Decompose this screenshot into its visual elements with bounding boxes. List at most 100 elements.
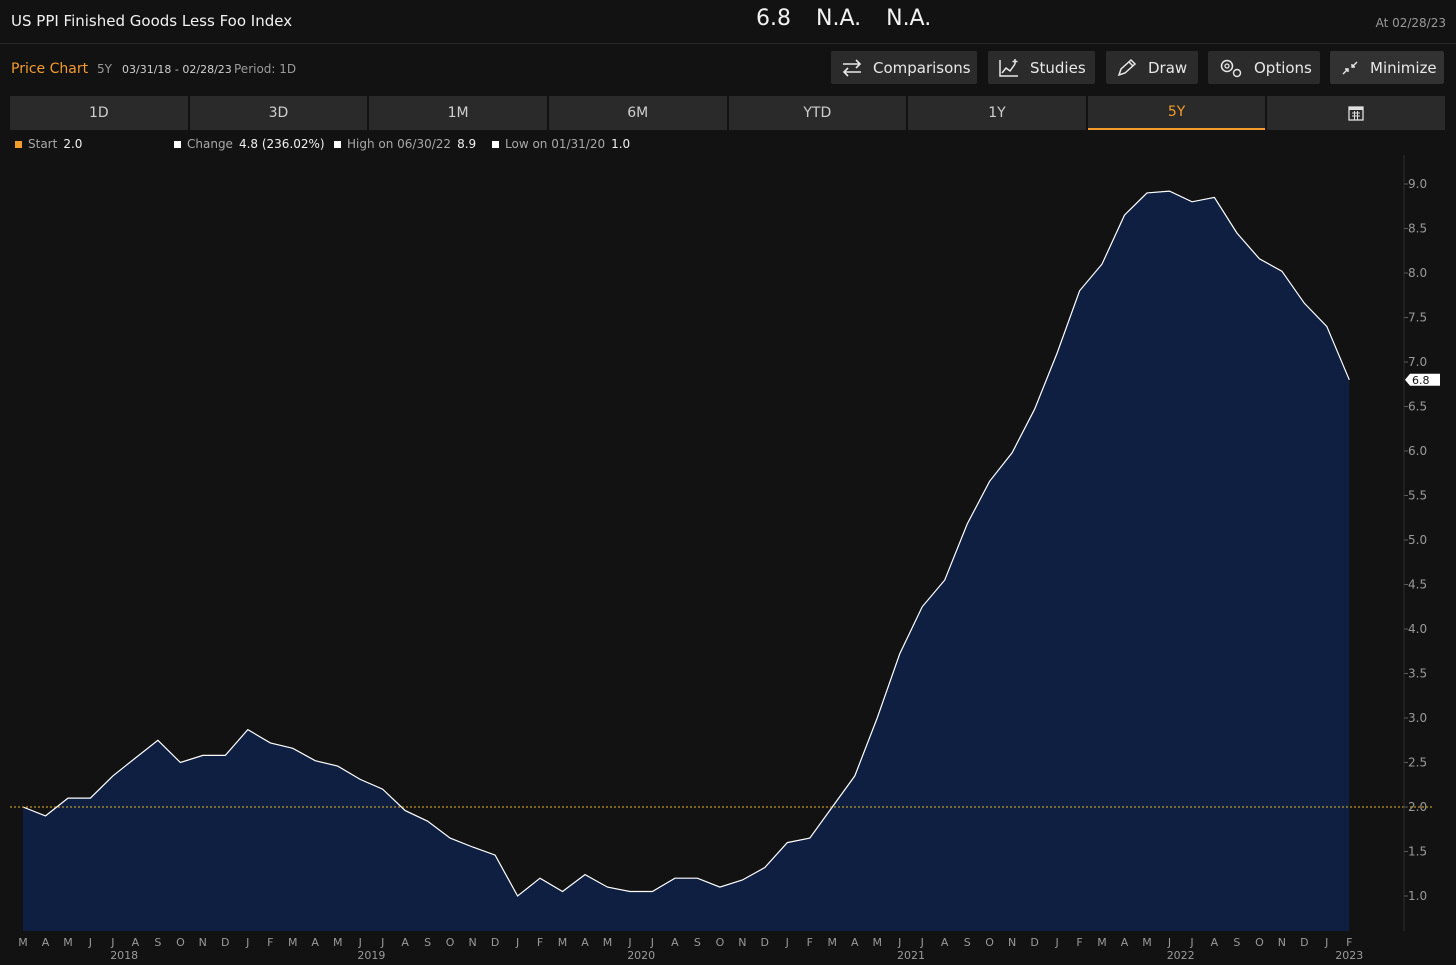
tab-label: 5Y <box>1167 104 1186 120</box>
y-tick-label: 6.0 <box>1408 444 1427 458</box>
tab-6m[interactable]: 6M <box>548 96 727 130</box>
x-month-label: N <box>1008 936 1016 949</box>
y-axis: 1.0 1.5 2.0 2.5 3.0 3.5 4.0 4.5 5.0 5.5 6.0 6.5 7.0 7… <box>1403 155 1440 931</box>
x-month-label: A <box>671 936 679 949</box>
tab-label: 1Y <box>988 105 1006 121</box>
stat-start: Start 2.0 <box>15 137 82 151</box>
x-month-label: J <box>1167 936 1171 949</box>
calendar-button[interactable] <box>1267 96 1445 130</box>
as-of-date: At 02/28/23 <box>1375 16 1446 30</box>
y-tick-label: 8.0 <box>1408 266 1427 280</box>
x-month-label: N <box>199 936 207 949</box>
x-year-label: 2019 <box>357 949 385 962</box>
y-tick-label: 1.0 <box>1408 889 1427 903</box>
price-chart-label: Price Chart <box>11 61 89 77</box>
change-value: 4.8 (236.02%) <box>238 137 325 151</box>
x-month-label: J <box>1189 936 1193 949</box>
start-value: 2.0 <box>63 137 83 151</box>
minimize-label: Minimize <box>1370 58 1437 77</box>
x-year-label: 2021 <box>897 949 925 962</box>
x-month-label: N <box>738 936 746 949</box>
x-month-label: M <box>1142 936 1152 949</box>
x-year-label: 2018 <box>110 949 138 962</box>
tab-3d[interactable]: 3D <box>189 96 368 130</box>
x-month-label: D <box>1300 936 1308 949</box>
stat-high: High on 06/30/22 8.9 <box>334 137 476 151</box>
security-title: US PPI Finished Goods Less Foo Index <box>11 12 293 30</box>
area-fill <box>23 191 1350 932</box>
high-swatch <box>334 140 341 148</box>
low-label: Low on 01/31/20 <box>505 137 606 151</box>
x-month-label: A <box>401 936 409 949</box>
studies-button[interactable]: Studies <box>988 51 1095 84</box>
x-month-label: F <box>537 936 543 949</box>
x-month-label: S <box>424 936 431 949</box>
y-tick-label: 5.5 <box>1408 489 1427 503</box>
x-month-label: D <box>1030 936 1038 949</box>
x-month-label: A <box>311 936 319 949</box>
period-label: Period: 1D <box>234 62 297 76</box>
high-label: High on 06/30/22 <box>347 137 452 151</box>
x-month-label: O <box>985 936 994 949</box>
x-month-label: F <box>267 936 273 949</box>
x-month-label: D <box>221 936 229 949</box>
tab-ytd[interactable]: YTD <box>728 96 907 130</box>
y-tick-label: 4.5 <box>1408 578 1427 592</box>
x-month-label: O <box>716 936 725 949</box>
x-month-label: M <box>828 936 838 949</box>
x-month-label: A <box>42 936 50 949</box>
draw-button[interactable]: Draw <box>1106 51 1198 84</box>
tab-1m[interactable]: 1M <box>369 96 547 130</box>
series-line <box>22 190 1350 897</box>
last-price: 6.8 <box>756 6 791 31</box>
x-month-label: S <box>964 936 971 949</box>
y-tick-label: 8.5 <box>1408 222 1427 236</box>
minimize-button[interactable]: Minimize <box>1330 51 1444 84</box>
stat-change: Change 4.8 (236.02%) <box>174 137 325 151</box>
tab-1y[interactable]: 1Y <box>908 96 1086 130</box>
x-month-label: J <box>920 936 924 949</box>
chart-toolbar: Price Chart 5Y 03/31/18 - 02/28/23 Perio… <box>0 48 1456 88</box>
y-tick-label: 2.0 <box>1408 800 1427 814</box>
x-month-label: M <box>18 936 28 949</box>
tab-1d[interactable]: 1D <box>10 96 188 130</box>
x-month-label: J <box>650 936 654 949</box>
x-month-label: O <box>176 936 185 949</box>
x-month-label: S <box>154 936 161 949</box>
draw-label: Draw <box>1148 58 1188 77</box>
last-value-label: 6.8 <box>1412 374 1430 387</box>
x-month-label: D <box>761 936 769 949</box>
y-tick-label: 5.0 <box>1408 533 1427 547</box>
x-month-label: F <box>1076 936 1082 949</box>
x-month-label: O <box>446 936 455 949</box>
studies-label: Studies <box>1030 58 1086 77</box>
low-value: 1.0 <box>611 137 631 151</box>
x-month-label: J <box>380 936 384 949</box>
x-month-label: D <box>491 936 499 949</box>
x-month-label: J <box>1054 936 1058 949</box>
tab-label: 1M <box>447 105 469 121</box>
stat-low: Low on 01/31/20 1.0 <box>492 137 630 151</box>
date-range: 03/31/18 - 02/28/23 <box>122 63 232 76</box>
x-month-label: J <box>245 936 249 949</box>
high-value: 8.9 <box>457 137 477 151</box>
plot-area <box>10 190 1434 932</box>
x-month-label: J <box>88 936 92 949</box>
x-month-label: A <box>851 936 859 949</box>
x-month-label: A <box>581 936 589 949</box>
x-month-label: F <box>807 936 813 949</box>
y-tick-label: 3.5 <box>1408 667 1427 681</box>
price-chart[interactable]: 1.0 1.5 2.0 2.5 3.0 3.5 4.0 4.5 5.0 5.5 6.0 6.5 7.0 7… <box>0 155 1456 965</box>
tab-5y[interactable]: 5Y <box>1087 96 1266 130</box>
y-tick-label: 6.5 <box>1408 400 1427 414</box>
options-button[interactable]: Options <box>1208 51 1320 84</box>
comparisons-button[interactable]: Comparisons <box>831 51 977 84</box>
x-year-label: 2020 <box>627 949 655 962</box>
change-label: Change <box>187 137 233 151</box>
y-tick-label: 4.0 <box>1408 622 1427 636</box>
x-month-label: M <box>288 936 298 949</box>
tab-label: 6M <box>627 105 649 121</box>
x-month-label: J <box>785 936 789 949</box>
x-month-label: J <box>1324 936 1328 949</box>
x-month-label: S <box>1233 936 1240 949</box>
